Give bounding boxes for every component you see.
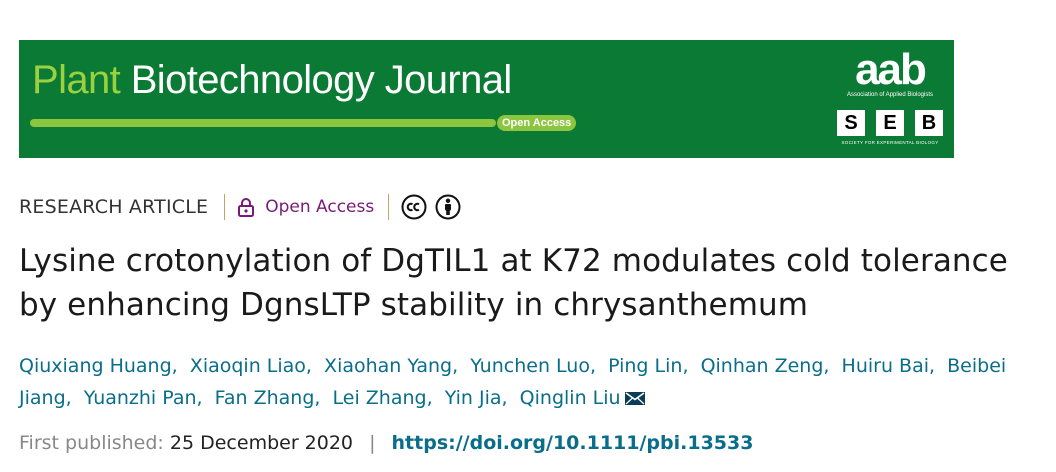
seb-logo-s[interactable]: S xyxy=(837,110,865,136)
seb-logo-b[interactable]: B xyxy=(915,110,943,136)
article-title: Lysine crotonylation of DgTIL1 at K72 mo… xyxy=(19,243,1008,323)
author-link[interactable]: Qiuxiang Huang xyxy=(19,355,172,377)
author-link[interactable]: Huiru Bai xyxy=(841,355,930,377)
author-link[interactable]: Ping Lin xyxy=(608,355,683,377)
lock-icon xyxy=(238,198,255,217)
author-list: Qiuxiang Huang, Xiaoqin Liao, Xiaohan Ya… xyxy=(19,355,1007,409)
author-link[interactable]: Qinglin Liu xyxy=(519,387,621,409)
meta-divider xyxy=(224,194,226,220)
author-link[interactable]: Yunchen Luo xyxy=(470,355,590,377)
article-type: RESEARCH ARTICLE xyxy=(19,196,209,218)
author-link[interactable]: Fan Zhang xyxy=(214,387,315,409)
open-access-link[interactable]: Open Access xyxy=(265,197,375,217)
banner-underline xyxy=(30,119,496,127)
first-published-label: First published: xyxy=(19,432,164,454)
publication-info: First published: 25 December 2020 | http… xyxy=(19,432,753,454)
article-meta-row: RESEARCH ARTICLE Open Access xyxy=(19,192,461,222)
author-link[interactable]: Xiaoqin Liao xyxy=(189,355,306,377)
doi-link[interactable]: https://doi.org/10.1111/pbi.13533 xyxy=(391,432,754,454)
journal-title-plant: Plant xyxy=(32,58,121,102)
publication-date: 25 December 2020 xyxy=(169,432,354,454)
attribution-icon[interactable] xyxy=(435,194,461,220)
author-link[interactable]: Yin Jia xyxy=(444,387,502,409)
journal-title: Plant Biotechnology Journal xyxy=(32,60,512,100)
meta-divider xyxy=(388,194,390,220)
mail-icon[interactable] xyxy=(624,392,645,405)
author-link[interactable]: Lei Zhang xyxy=(332,387,427,409)
seb-logo-caption: SOCIETY FOR EXPERIMENTAL BIOLOGY xyxy=(841,140,939,145)
aab-logo[interactable]: aab xyxy=(855,45,927,94)
seb-logo-e[interactable]: E xyxy=(876,110,904,136)
banner-open-access-badge: Open Access xyxy=(497,115,577,131)
author-link[interactable]: Yuanzhi Pan xyxy=(83,387,197,409)
journal-title-rest: Biotechnology Journal xyxy=(130,58,513,102)
author-link[interactable]: Beibei Jiang xyxy=(19,355,1007,409)
creative-commons-icon[interactable] xyxy=(401,194,427,220)
journal-banner[interactable]: Plant Biotechnology Journal Open Access … xyxy=(19,40,954,158)
publication-separator: | xyxy=(369,432,376,454)
author-link[interactable]: Xiaohan Yang xyxy=(324,355,453,377)
author-link[interactable]: Qinhan Zeng xyxy=(700,355,824,377)
aab-logo-caption: Association of Applied Biologists xyxy=(846,92,934,98)
